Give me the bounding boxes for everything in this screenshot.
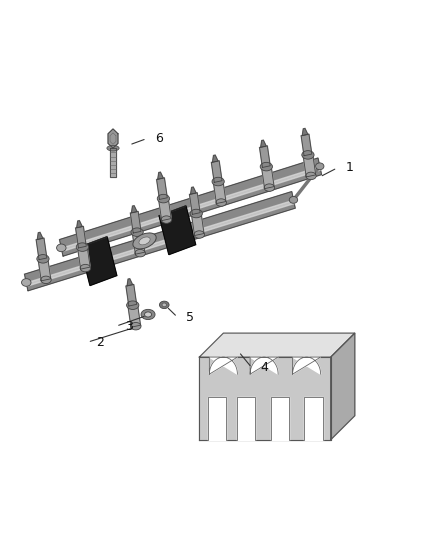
Polygon shape — [208, 397, 226, 440]
Polygon shape — [159, 198, 171, 221]
Ellipse shape — [289, 197, 298, 203]
Polygon shape — [190, 193, 200, 214]
Polygon shape — [250, 357, 278, 374]
Polygon shape — [261, 140, 266, 147]
Polygon shape — [261, 166, 274, 189]
Ellipse shape — [57, 244, 66, 252]
Ellipse shape — [76, 243, 88, 252]
Ellipse shape — [216, 199, 226, 206]
Polygon shape — [108, 129, 118, 148]
Ellipse shape — [41, 276, 51, 284]
Ellipse shape — [264, 184, 275, 191]
Ellipse shape — [302, 151, 314, 159]
Polygon shape — [157, 178, 167, 199]
Polygon shape — [209, 357, 237, 374]
Polygon shape — [293, 357, 321, 374]
Polygon shape — [213, 181, 226, 204]
Polygon shape — [158, 172, 163, 179]
Polygon shape — [304, 397, 323, 440]
Ellipse shape — [190, 209, 202, 218]
Polygon shape — [271, 397, 289, 440]
Polygon shape — [38, 258, 51, 281]
Polygon shape — [159, 206, 186, 216]
Polygon shape — [303, 154, 316, 177]
Polygon shape — [61, 167, 321, 252]
Ellipse shape — [131, 228, 143, 237]
Ellipse shape — [161, 216, 172, 223]
Ellipse shape — [141, 309, 155, 320]
Polygon shape — [131, 206, 137, 213]
Polygon shape — [80, 237, 117, 286]
Ellipse shape — [194, 231, 205, 238]
Ellipse shape — [157, 195, 170, 203]
Text: 4: 4 — [261, 361, 268, 374]
Polygon shape — [199, 357, 331, 440]
Polygon shape — [26, 200, 294, 286]
Ellipse shape — [306, 172, 316, 180]
Ellipse shape — [159, 301, 169, 309]
Text: 3: 3 — [125, 320, 133, 333]
Polygon shape — [301, 134, 312, 156]
Polygon shape — [25, 191, 295, 291]
Polygon shape — [212, 155, 218, 162]
Ellipse shape — [21, 279, 31, 286]
Polygon shape — [331, 333, 355, 440]
Polygon shape — [212, 161, 222, 182]
Polygon shape — [302, 128, 308, 135]
Polygon shape — [191, 213, 204, 236]
Polygon shape — [60, 158, 321, 256]
Ellipse shape — [162, 303, 166, 307]
Text: 6: 6 — [155, 132, 163, 145]
Ellipse shape — [37, 255, 49, 263]
Polygon shape — [37, 232, 43, 239]
Ellipse shape — [145, 312, 152, 317]
Text: 2: 2 — [96, 336, 104, 349]
Polygon shape — [80, 237, 107, 247]
Ellipse shape — [260, 163, 272, 171]
Ellipse shape — [133, 233, 156, 249]
Polygon shape — [78, 246, 90, 269]
Ellipse shape — [80, 264, 91, 272]
Polygon shape — [199, 333, 355, 357]
Ellipse shape — [135, 249, 145, 257]
Polygon shape — [36, 238, 47, 260]
Polygon shape — [127, 279, 133, 286]
Ellipse shape — [107, 146, 119, 151]
Polygon shape — [126, 285, 137, 306]
Polygon shape — [191, 187, 196, 194]
Text: 1: 1 — [346, 161, 354, 174]
Ellipse shape — [139, 237, 150, 245]
Ellipse shape — [315, 163, 324, 169]
Polygon shape — [132, 231, 145, 254]
Ellipse shape — [212, 177, 224, 186]
Polygon shape — [131, 212, 141, 233]
Polygon shape — [237, 397, 255, 440]
Polygon shape — [110, 148, 116, 177]
Polygon shape — [77, 221, 82, 228]
Polygon shape — [76, 227, 86, 248]
Text: 5: 5 — [186, 311, 194, 324]
Ellipse shape — [127, 301, 139, 310]
Polygon shape — [260, 146, 270, 167]
Polygon shape — [159, 206, 196, 255]
Ellipse shape — [131, 322, 141, 330]
Polygon shape — [128, 304, 141, 327]
